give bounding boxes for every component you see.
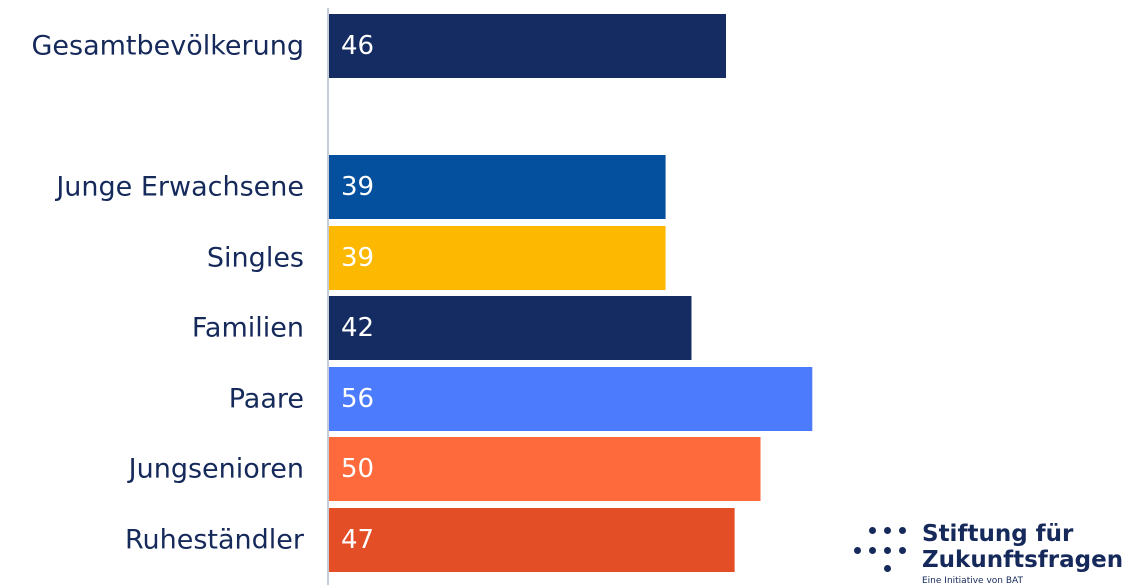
logo-dot-icon [869,547,876,554]
bars-layer: Gesamtbevölkerung 46 Junge Erwachsene 39 Sin… [31,14,813,572]
category-label: Gesamtbevölkerung [31,31,304,62]
category-label: Junge Erwachsene [54,172,304,203]
category-label: Singles [207,243,304,274]
category-label: Paare [229,384,304,415]
value-label: 39 [341,172,374,202]
bar-gesamtbev-lkerung [329,14,726,78]
bar-ruhest-ndler [329,508,735,572]
logo-dot-icon [899,547,906,554]
logo-line-2: Zukunftsfragen [922,547,1123,573]
bar-singles [329,226,666,290]
logo-dot-icon [854,547,861,554]
logo-dot-icon [884,547,891,554]
category-label: Jungsenioren [127,454,304,485]
value-label: 39 [341,243,374,273]
logo-dot-icon [884,565,891,572]
logo-dot-icon [899,527,906,534]
category-label: Familien [192,313,304,344]
bar-paare [329,367,813,431]
bar-familien [329,296,692,360]
logo-dot-icon [884,527,891,534]
logo-subline: Eine Initiative von BAT [922,576,1023,586]
logo-text: Stiftung für Zukunftsfragen [922,521,1123,573]
logo-line-1: Stiftung für [922,521,1074,547]
bar-junge-erwachsene [329,155,666,219]
logo-dot-icon [869,527,876,534]
value-label: 47 [341,525,374,555]
stiftung-logo: Stiftung für Zukunftsfragen Eine Initiat… [852,518,1123,586]
value-label: 56 [341,384,374,414]
value-label: 42 [341,313,374,343]
value-label: 50 [341,454,374,484]
value-label: 46 [341,31,374,61]
bar-jungsenioren [329,437,761,501]
category-label: Ruheständler [125,525,305,556]
